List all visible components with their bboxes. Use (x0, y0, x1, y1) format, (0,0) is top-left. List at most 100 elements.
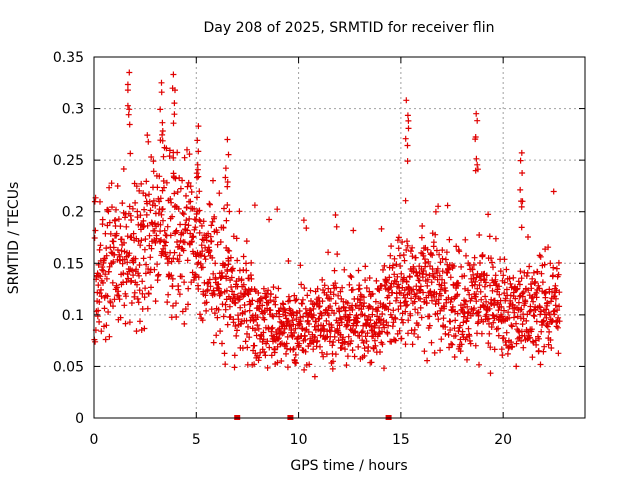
data-point (412, 293, 419, 300)
data-point (276, 313, 283, 320)
data-point (128, 277, 135, 284)
data-point (101, 305, 108, 312)
data-point (165, 291, 172, 298)
data-point (404, 158, 411, 165)
data-point (523, 317, 530, 324)
data-point (483, 272, 490, 279)
data-point (116, 296, 123, 303)
data-point (556, 318, 563, 325)
data-point (220, 224, 227, 231)
data-point (215, 306, 222, 313)
data-point (321, 282, 328, 289)
data-point (515, 299, 522, 306)
data-point (506, 303, 513, 310)
data-point (196, 229, 203, 236)
data-point (227, 254, 234, 261)
data-point (281, 306, 287, 313)
data-point (440, 315, 447, 322)
data-point (516, 281, 523, 288)
data-point (236, 208, 243, 215)
data-point (520, 289, 527, 295)
data-point (110, 238, 117, 245)
data-point (487, 282, 493, 289)
data-point (125, 275, 132, 282)
data-point (159, 131, 166, 138)
data-point (136, 187, 143, 194)
data-point (441, 303, 448, 310)
data-point (108, 180, 115, 187)
data-point (210, 287, 217, 294)
data-point (185, 301, 191, 308)
data-point (508, 284, 515, 291)
data-point (392, 315, 399, 322)
data-point (448, 340, 455, 347)
data-point (185, 179, 192, 186)
data-point (179, 177, 186, 184)
data-point (433, 247, 440, 254)
x-tick-label: 0 (90, 432, 99, 448)
data-point (95, 282, 102, 289)
data-point (353, 312, 360, 319)
data-point (140, 217, 147, 224)
data-point (543, 314, 550, 321)
data-point (222, 361, 229, 368)
data-point (323, 317, 330, 324)
data-point (513, 286, 520, 293)
data-point (426, 322, 433, 329)
data-point (344, 300, 351, 307)
data-point (164, 260, 171, 267)
data-point (529, 275, 536, 282)
data-point (414, 273, 421, 280)
data-point (285, 258, 292, 264)
data-point (242, 308, 249, 315)
data-point (364, 330, 371, 337)
data-point (177, 221, 184, 228)
data-point (481, 283, 488, 290)
data-point (352, 328, 359, 335)
data-point (533, 341, 540, 348)
data-point (254, 322, 261, 329)
data-point (397, 303, 404, 309)
data-point (192, 273, 199, 279)
data-point (451, 354, 458, 360)
data-point (414, 290, 420, 297)
data-point (523, 273, 530, 279)
data-point (527, 334, 533, 341)
data-point (224, 202, 231, 208)
data-point (423, 271, 430, 278)
data-point (407, 312, 414, 319)
data-point (394, 330, 401, 337)
data-point (158, 211, 165, 218)
data-point (124, 259, 131, 266)
data-point (225, 257, 232, 264)
data-point (458, 341, 465, 348)
data-point (520, 344, 527, 351)
data-point (417, 295, 424, 302)
data-point (168, 258, 175, 265)
data-point (537, 253, 544, 260)
data-point (444, 202, 451, 209)
data-point (348, 338, 355, 344)
data-point (185, 222, 192, 229)
data-point (137, 242, 144, 249)
data-point (405, 317, 412, 324)
data-point (166, 147, 173, 154)
data-point (281, 325, 288, 332)
data-point (432, 208, 439, 215)
data-point (508, 339, 515, 346)
data-point (398, 270, 405, 277)
data-point (181, 239, 188, 246)
data-point (183, 204, 190, 211)
data-point (167, 196, 174, 202)
data-point (365, 344, 372, 350)
data-point (201, 253, 208, 260)
data-point (518, 149, 525, 156)
data-point (151, 227, 158, 234)
data-point (347, 326, 354, 333)
data-point (98, 328, 105, 335)
data-point (271, 298, 277, 305)
data-point (260, 336, 267, 343)
data-point (208, 238, 215, 245)
data-point (265, 287, 272, 294)
y-axis-label: SRMTID / TECUs (6, 182, 22, 295)
